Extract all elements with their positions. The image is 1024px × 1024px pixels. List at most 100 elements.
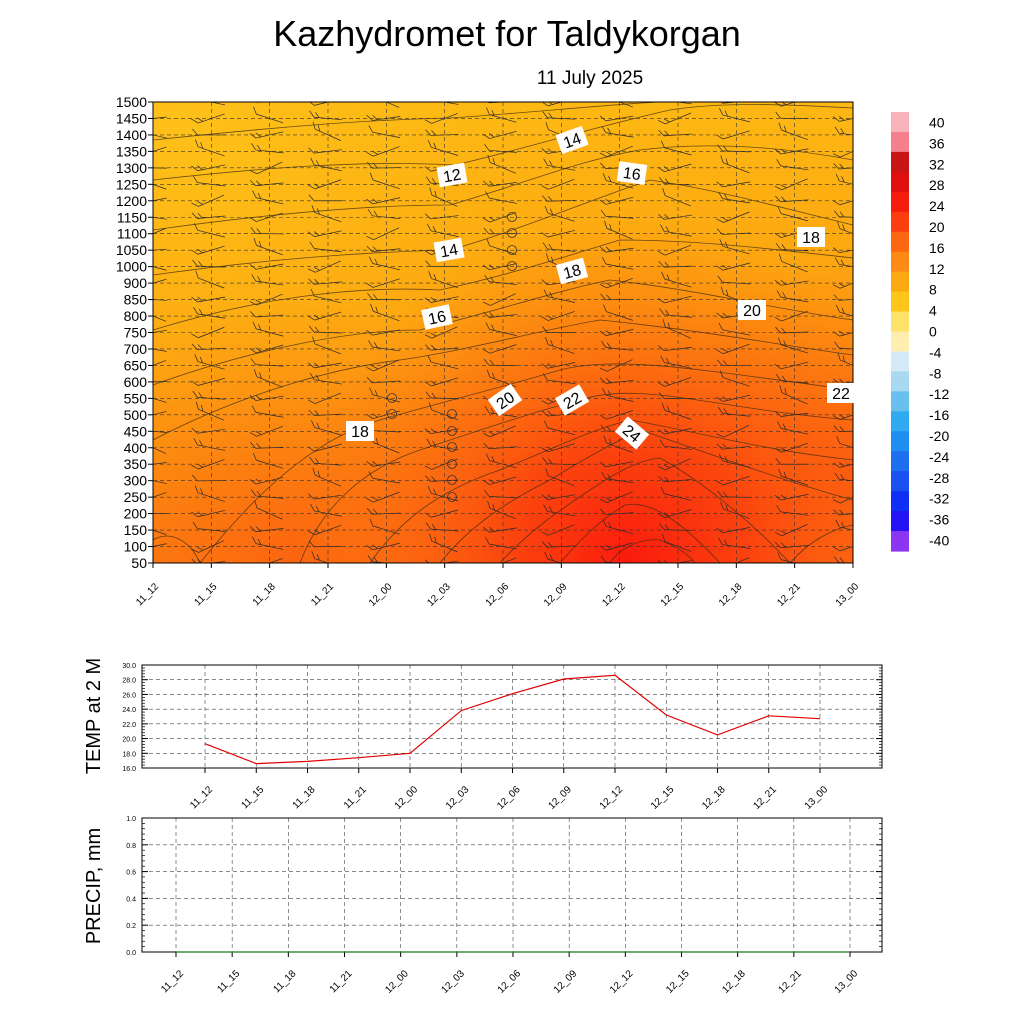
heatmap-x-tick-label: 11_15	[193, 581, 220, 608]
wind-barb	[425, 129, 459, 136]
chart-subtitle: 11 July 2025	[537, 68, 643, 89]
wind-barb	[153, 131, 167, 139]
panel-y-tick-label: 20.0	[122, 737, 136, 744]
heatmap-grid	[153, 102, 853, 563]
wind-barb	[424, 559, 459, 563]
panel-x-tick-label: 12_09	[552, 968, 580, 996]
wind-barb	[774, 178, 808, 191]
chart-title: Kazhydromet for Taldykorgan	[273, 13, 741, 54]
heatmap-y-tick-label: 1000	[116, 259, 147, 275]
wind-barb	[251, 405, 284, 418]
panel-x-tick-label: 12_00	[393, 784, 421, 812]
contour-label-text: 16	[427, 308, 448, 328]
heatmap-y-tick-label: 600	[124, 374, 148, 390]
wind-barb	[837, 352, 853, 372]
colorbar-block	[891, 351, 909, 373]
panel-x-tick-label: 11_18	[291, 784, 318, 811]
contour-label-text: 22	[561, 389, 585, 413]
panel-x-tick-label: 12_21	[751, 784, 779, 812]
contour-lines	[153, 102, 853, 563]
heatmap-y-tick-label: 450	[124, 423, 148, 439]
temperature-axis-label: TEMP at 2 M	[83, 658, 105, 774]
wind-barb	[153, 360, 167, 371]
colorbar-block	[891, 131, 909, 153]
colorbar-block	[891, 431, 909, 452]
contour-label-text: 20	[743, 303, 761, 320]
contour-label-text: 14	[439, 242, 460, 262]
wind-barb	[153, 441, 166, 454]
colorbar-block	[891, 151, 909, 173]
colorbar-block	[891, 531, 909, 552]
wind-barb	[153, 346, 167, 352]
colorbar-block	[891, 331, 909, 353]
wind-barb	[424, 326, 458, 339]
heatmap-x-tick-label: 12_06	[484, 581, 512, 609]
wind-barb	[153, 492, 167, 503]
heatmap-y-tick-label: 250	[124, 489, 148, 505]
precipitation-x-axis: 11_12 11_15 11_18 11_21 12_00 12_03 12_06 12_09…	[159, 952, 860, 996]
wind-barb	[835, 519, 853, 534]
panel-x-tick-label: 12_21	[777, 968, 805, 996]
heatmap-y-tick-label: 650	[124, 357, 148, 373]
colorbar-label: -36	[929, 512, 949, 528]
panel-x-tick-label: 12_18	[700, 784, 728, 812]
colorbar-label: 40	[929, 114, 945, 130]
colorbar-block	[891, 311, 909, 333]
wind-barb	[835, 173, 853, 189]
wind-barb	[775, 326, 809, 334]
wind-barb	[252, 452, 284, 469]
wind-barb	[427, 223, 459, 237]
wind-barb	[832, 409, 853, 420]
panel-y-tick-label: 0.0	[126, 950, 136, 957]
contour-label: 22	[554, 384, 590, 416]
colorbar-label: 20	[929, 219, 945, 235]
colorbar-label: -40	[929, 533, 949, 549]
wind-barb	[834, 341, 853, 351]
heatmap-y-tick-label: 850	[124, 292, 148, 308]
panel-y-tick-label: 18.0	[122, 751, 136, 758]
wind-barb	[836, 436, 853, 453]
panel-y-tick-label: 30.0	[122, 663, 136, 670]
wind-barb	[832, 277, 853, 289]
heatmap-x-tick-label: 11_18	[251, 581, 278, 608]
contour-label-text: 14	[561, 130, 584, 152]
wind-barb	[834, 257, 853, 270]
wind-barb	[774, 279, 809, 286]
panel-y-tick-label: 0.8	[126, 843, 136, 850]
wind-barb	[664, 102, 692, 105]
wind-barb	[153, 262, 167, 271]
panel-x-tick-label: 11_12	[188, 784, 215, 811]
colorbar-labels: 4036322824201612840-4-8-12-16-20-24-28-3…	[929, 114, 949, 548]
heatmap-y-axis: 1500145014001350130012501200115011001050…	[116, 94, 153, 571]
wind-barb	[153, 329, 167, 336]
wind-barb	[837, 221, 853, 240]
temperature-grid	[142, 665, 882, 768]
colorbar-label: 16	[929, 240, 945, 256]
contour-label-text: 18	[802, 230, 820, 247]
contour-label-text: 18	[351, 424, 369, 441]
colorbar-label: 0	[929, 324, 937, 340]
colorbar-label: -28	[929, 470, 949, 486]
heatmap-y-tick-label: 700	[124, 341, 148, 357]
colorbar-block	[891, 251, 909, 273]
heatmap-y-tick-label: 1400	[116, 127, 147, 143]
wind-barb	[836, 304, 853, 321]
heatmap-y-tick-label: 500	[124, 407, 148, 423]
colorbar-block	[891, 112, 909, 133]
wind-barb	[367, 555, 401, 563]
heatmap-y-tick-label: 1250	[116, 176, 147, 192]
wind-barb	[424, 377, 459, 387]
precipitation-panel: PRECIP, mm 1.0 0.8 0.6 0.4 0.2 0.0 11_12 11_15…	[83, 816, 883, 996]
precipitation-frame	[141, 817, 883, 953]
wind-barb	[153, 525, 167, 535]
heatmap-y-tick-label: 550	[124, 390, 148, 406]
wind-barb	[428, 271, 459, 288]
wind-barb	[833, 210, 853, 219]
panel-y-tick-label: 0.4	[126, 896, 136, 903]
wind-barb	[153, 393, 167, 403]
wind-barb	[833, 509, 853, 516]
contour-label: 20	[738, 300, 766, 320]
wind-barb	[307, 102, 342, 106]
contour-label: 22	[827, 383, 855, 403]
